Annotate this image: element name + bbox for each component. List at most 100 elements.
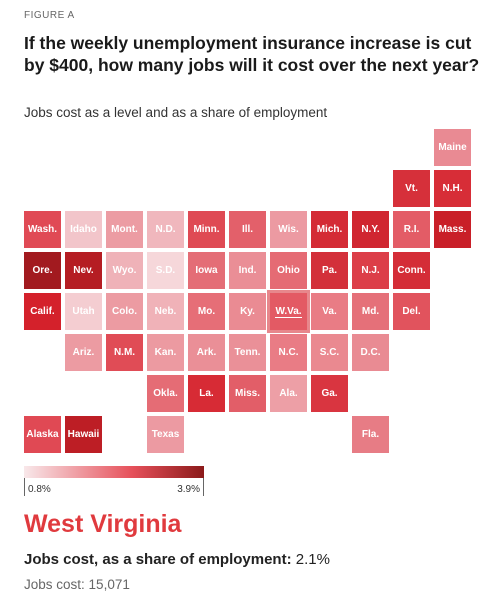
state-tile-label: Ohio [277,265,300,276]
state-tile-alaska[interactable]: Alaska [24,416,61,453]
state-tile-ala[interactable]: Ala. [270,375,307,412]
legend-max-label: 3.9% [177,484,200,495]
state-tile-maine[interactable]: Maine [434,129,471,166]
state-tile-fla[interactable]: Fla. [352,416,389,453]
state-tile-vt[interactable]: Vt. [393,170,430,207]
state-tile-label: Alaska [26,429,59,440]
state-tile-label: Hawaii [67,429,100,440]
chart-title: If the weekly unemployment insurance inc… [24,33,480,75]
state-tile-label: S.D. [155,265,176,276]
state-tile-label: Nev. [73,265,94,276]
state-tile-label: Ark. [196,347,217,358]
state-tile-ariz[interactable]: Ariz. [65,334,102,371]
state-tile-ohio[interactable]: Ohio [270,252,307,289]
count-label: Jobs cost: [24,577,85,592]
count-value: 15,071 [88,577,130,592]
state-tile-mass[interactable]: Mass. [434,211,471,248]
selected-state-name: West Virginia [24,510,182,538]
share-value: 2.1% [295,551,330,568]
state-tile-ky[interactable]: Ky. [229,293,266,330]
state-tile-label: Pa. [321,265,337,276]
state-tile-wis[interactable]: Wis. [270,211,307,248]
state-tile-label: Conn. [397,265,426,276]
state-tile-label: D.C. [360,347,381,358]
state-tile-label: Ariz. [72,347,95,358]
state-tile-label: N.J. [361,265,380,276]
state-tile-sd[interactable]: S.D. [147,252,184,289]
state-tile-nh[interactable]: N.H. [434,170,471,207]
state-tile-dc[interactable]: D.C. [352,334,389,371]
state-tile-utah[interactable]: Utah [65,293,102,330]
state-tile-neb[interactable]: Neb. [147,293,184,330]
state-tile-label: Mo. [197,306,216,317]
state-tile-ny[interactable]: N.Y. [352,211,389,248]
state-tile-label: Kan. [154,347,177,358]
state-tile-label: Ky. [240,306,255,317]
state-tile-colo[interactable]: Colo. [106,293,143,330]
state-tile-ark[interactable]: Ark. [188,334,225,371]
state-tile-tenn[interactable]: Tenn. [229,334,266,371]
state-tile-iowa[interactable]: Iowa [188,252,225,289]
state-tile-label: Mich. [316,224,343,235]
state-tile-label: Utah [72,306,95,317]
state-tile-label: Ill. [241,224,254,235]
state-tile-label: S.C. [319,347,340,358]
state-tile-label: N.C. [278,347,299,358]
state-tile-label: Iowa [195,265,218,276]
state-tile-ga[interactable]: Ga. [311,375,348,412]
state-tile-ri[interactable]: R.I. [393,211,430,248]
state-tile-idaho[interactable]: Idaho [65,211,102,248]
state-tile-label: Mass. [438,224,467,235]
state-tile-okla[interactable]: Okla. [147,375,184,412]
state-tile-texas[interactable]: Texas [147,416,184,453]
legend: 0.8% 3.9% [24,466,204,496]
state-tile-mo[interactable]: Mo. [188,293,225,330]
state-tile-label: Neb. [154,306,177,317]
state-tile-label: N.D. [155,224,176,235]
state-tile-label: Ga. [321,388,338,399]
state-tile-nev[interactable]: Nev. [65,252,102,289]
state-tile-la[interactable]: La. [188,375,225,412]
state-tile-nj[interactable]: N.J. [352,252,389,289]
state-tile-wash[interactable]: Wash. [24,211,61,248]
state-tile-minn[interactable]: Minn. [188,211,225,248]
state-tile-label: Miss. [234,388,260,399]
state-tile-va[interactable]: Va. [311,293,348,330]
chart-subtitle: Jobs cost as a level and as a share of e… [24,105,328,120]
state-tile-conn[interactable]: Conn. [393,252,430,289]
state-tile-ore[interactable]: Ore. [24,252,61,289]
state-tile-label: W.Va. [275,305,302,318]
state-tile-del[interactable]: Del. [393,293,430,330]
legend-gradient-bar [24,466,204,478]
state-tile-label: Md. [361,306,380,317]
state-tile-wva[interactable]: W.Va. [267,290,310,333]
state-tile-label: Va. [322,306,337,317]
state-tile-label: Wyo. [112,265,137,276]
state-tile-miss[interactable]: Miss. [229,375,266,412]
state-tile-label: Tenn. [234,347,261,358]
state-tile-nc[interactable]: N.C. [270,334,307,371]
state-tile-hawaii[interactable]: Hawaii [65,416,102,453]
state-tile-ind[interactable]: Ind. [229,252,266,289]
state-tile-label: Idaho [70,224,97,235]
state-tile-mich[interactable]: Mich. [311,211,348,248]
state-tile-nm[interactable]: N.M. [106,334,143,371]
state-tile-nd[interactable]: N.D. [147,211,184,248]
state-tile-label: N.H. [442,183,463,194]
state-tile-kan[interactable]: Kan. [147,334,184,371]
state-tile-md[interactable]: Md. [352,293,389,330]
state-tile-label: Calif. [30,306,55,317]
state-tile-label: Ind. [238,265,257,276]
selected-state-share: Jobs cost, as a share of employment: 2.1… [24,551,330,568]
state-tile-sc[interactable]: S.C. [311,334,348,371]
state-tile-label: N.M. [113,347,136,358]
state-tile-pa[interactable]: Pa. [311,252,348,289]
state-tile-label: Fla. [361,429,380,440]
state-tile-label: Texas [151,429,180,440]
state-tile-wyo[interactable]: Wyo. [106,252,143,289]
state-tile-mont[interactable]: Mont. [106,211,143,248]
state-tile-ill[interactable]: Ill. [229,211,266,248]
state-tile-calif[interactable]: Calif. [24,293,61,330]
state-tile-label: N.Y. [361,224,380,235]
state-tile-label: Okla. [153,388,178,399]
